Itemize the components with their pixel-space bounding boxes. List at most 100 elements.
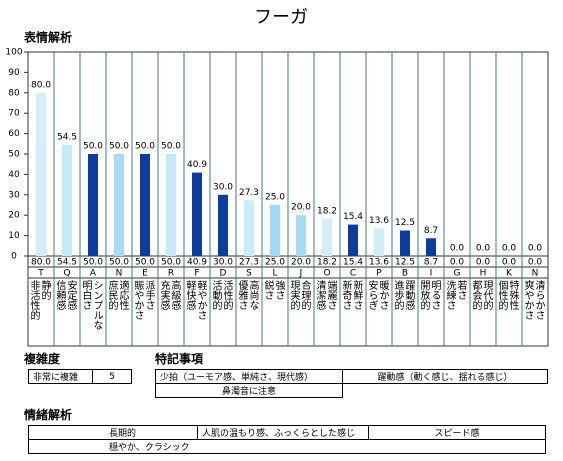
y-tick-label: 10: [8, 231, 20, 241]
description: 清らかさ 爽やかさ: [522, 280, 544, 342]
value-cell: 12.5: [395, 258, 415, 268]
description-text: 充実感: [158, 280, 169, 310]
cell: スピード感: [368, 425, 546, 440]
description-text: 活性的: [221, 280, 232, 310]
x-tick-label: P: [376, 269, 382, 279]
x-tick-label: F: [194, 269, 199, 279]
x-tick-label: S: [246, 269, 252, 279]
value-cell: 40.9: [187, 258, 207, 268]
bar: [62, 144, 72, 256]
description: 明るさ 開放的: [418, 280, 440, 342]
x-tick-label: A: [90, 269, 97, 279]
description-text: 特殊性: [507, 280, 518, 310]
cell: 非常に複雑: [28, 369, 93, 384]
x-tick-label: C: [350, 269, 356, 279]
value-label: 80.0: [31, 80, 51, 90]
description: 若さ 洗練さ: [444, 280, 466, 342]
bar: [244, 200, 254, 256]
emotion-table: 長期的 人肌の温もり感、ふっくらとした感じ スピード感 穏やか、クラシック: [28, 425, 546, 454]
bar: [36, 92, 46, 256]
chart: フーガ 表情解析 010203040506070809010080.080.0T…: [5, 7, 549, 347]
bar: [270, 205, 280, 256]
x-tick-label: H: [480, 269, 487, 279]
y-tick-label: 60: [8, 129, 20, 139]
bar: [426, 238, 436, 256]
description: 活性的 活動的: [210, 280, 232, 342]
value-cell: 50.0: [135, 258, 155, 268]
description-text: 高級感: [169, 280, 180, 310]
x-tick-label: E: [142, 269, 148, 279]
value-label: 15.4: [343, 212, 363, 222]
description-text: 高尚な: [247, 280, 258, 310]
notes-table: 少拍（ユーモア感、単純さ、現代感） 躍動感（動く感じ、揺れる感じ） 鼻濁音に注意: [155, 369, 548, 398]
emotion-title: 情緒解析: [24, 408, 73, 422]
description-text: 洗練さ: [444, 280, 455, 310]
value-label: 50.0: [83, 142, 103, 152]
value-label: 0.0: [450, 244, 465, 254]
value-label: 12.5: [395, 218, 415, 228]
bar: [114, 154, 124, 256]
y-tick-label: 50: [8, 150, 20, 160]
description-text: 端麗さ: [325, 280, 336, 310]
description-text: 進歩的: [392, 280, 403, 310]
value-cell: 54.5: [57, 258, 77, 268]
value-cell: 50.0: [83, 258, 103, 268]
description-text: 開放的: [418, 280, 429, 310]
description-text: 優雅さ: [236, 280, 247, 310]
value-cell: 0.0: [450, 258, 465, 268]
description: 高級感 充実感: [158, 280, 180, 342]
value-cell: 50.0: [161, 258, 181, 268]
value-label: 27.3: [239, 188, 259, 198]
y-tick-label: 30: [8, 190, 20, 200]
description-text: 合理的: [299, 280, 310, 310]
description-text: 鋭さ: [262, 280, 273, 300]
chart-title: フーガ: [254, 7, 308, 28]
x-tick-label: N: [532, 269, 539, 279]
description: 強さ 鋭さ: [262, 280, 284, 342]
description-text: 暖かさ: [377, 280, 388, 310]
x-tick-label: Q: [63, 269, 70, 279]
bar: [348, 224, 358, 256]
value-label: 50.0: [161, 142, 181, 152]
bar: [88, 154, 98, 256]
value-cell: 8.7: [424, 258, 438, 268]
value-label: 0.0: [528, 244, 543, 254]
value-label: 0.0: [502, 244, 517, 254]
x-tick-label: I: [430, 269, 433, 279]
description-text: 安定感: [65, 280, 76, 310]
description-text: 庶民的: [106, 280, 117, 310]
x-tick-label: B: [402, 269, 408, 279]
value-label: 25.0: [265, 193, 285, 203]
value-cell: 0.0: [476, 258, 491, 268]
cell: 穏やか、クラシック: [28, 439, 546, 454]
description-text: 現実的: [288, 280, 299, 310]
description-text: 爽やかさ: [522, 280, 533, 320]
description-text: 安らぎ: [366, 280, 377, 310]
description-text: 明白さ: [80, 280, 91, 310]
value-cell: 27.3: [239, 258, 259, 268]
description: 静的 非活性的: [28, 280, 50, 342]
value-cell: 0.0: [528, 258, 543, 268]
value-cell: 20.0: [291, 258, 311, 268]
description-text: 適応性: [117, 280, 128, 310]
description-text: 躍動感: [403, 280, 414, 310]
description-text: 信頼感: [54, 280, 65, 310]
cell: 人肌の温もり感、ふっくらとした感じ: [197, 425, 369, 440]
value-cell: 80.0: [31, 258, 51, 268]
description: 新鮮さ 新奇さ: [340, 280, 362, 342]
description: 派手さ 賑やかさ: [132, 280, 154, 342]
description-text: 清らかさ: [533, 280, 544, 320]
bar: [322, 218, 332, 256]
cell: 鼻濁音に注意: [155, 383, 343, 398]
